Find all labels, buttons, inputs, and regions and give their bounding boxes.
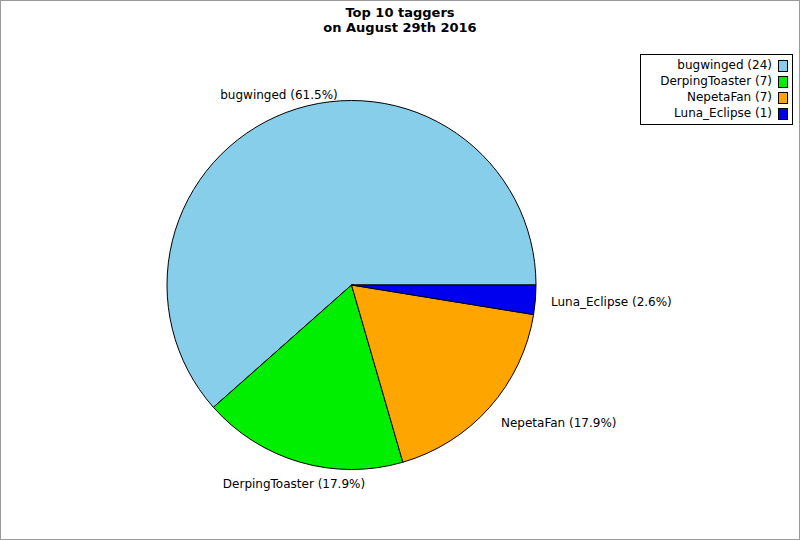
legend-label-luna-eclipse: Luna_Eclipse (1) [674,106,772,121]
legend-swatch-derpingtoaster [778,76,788,88]
slice-label-luna-eclipse: Luna_Eclipse (2.6%) [551,295,672,309]
legend-row: DerpingToaster (7) [645,74,788,89]
chart-canvas: Top 10 taggers on August 29th 2016 bugwi… [0,0,800,540]
legend-row: bugwinged (24) [645,58,788,73]
legend-label-bugwinged: bugwinged (24) [677,58,772,73]
slice-label-bugwinged: bugwinged (61.5%) [220,88,338,102]
legend: bugwinged (24) DerpingToaster (7) Nepeta… [640,54,793,125]
slice-label-derpingtoaster: DerpingToaster (17.9%) [223,477,365,491]
legend-swatch-nepetafan [778,92,788,104]
legend-row: NepetaFan (7) [645,90,788,105]
legend-label-nepetafan: NepetaFan (7) [687,90,772,105]
slice-label-nepetafan: NepetaFan (17.9%) [501,416,616,430]
legend-row: Luna_Eclipse (1) [645,106,788,121]
legend-swatch-luna-eclipse [778,108,788,120]
legend-swatch-bugwinged [778,60,788,72]
legend-label-derpingtoaster: DerpingToaster (7) [660,74,772,89]
